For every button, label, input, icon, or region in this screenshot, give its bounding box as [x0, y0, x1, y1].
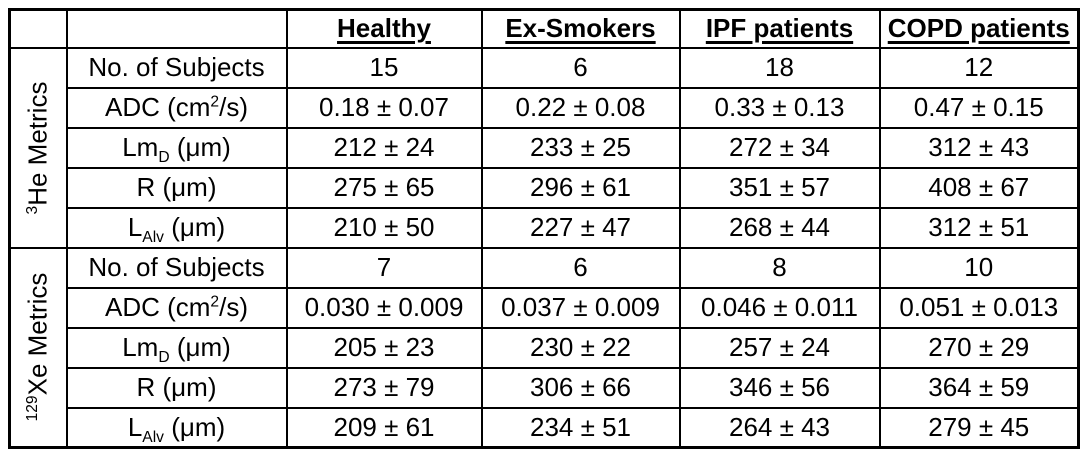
- column-header-ex-smokers: Ex-Smokers: [480, 8, 681, 49]
- value-cell: 210 ± 50: [285, 206, 483, 249]
- table-row: 129Xe Metrics No. of Subjects 7 6 8 10: [8, 246, 1080, 449]
- table-row: LAlv (μm) 210 ± 50 227 ± 47 268 ± 44 312…: [10, 206, 1080, 249]
- value-cell: 227 ± 47: [480, 206, 681, 249]
- value-cell: 0.046 ± 0.011: [678, 286, 881, 329]
- column-header-text: IPF patients: [705, 13, 854, 44]
- value-cell: 279 ± 45: [878, 406, 1080, 449]
- section-label-text: 3He Metrics: [22, 81, 53, 214]
- table-row: R (μm) 275 ± 65 296 ± 61 351 ± 57 408 ± …: [10, 166, 1080, 209]
- value-cell: 306 ± 66: [480, 366, 681, 409]
- column-header-copd-patients: COPD patients: [878, 8, 1080, 49]
- row-label-lalv: LAlv (μm): [65, 406, 288, 449]
- value-cell: 233 ± 25: [480, 126, 681, 169]
- value-cell: 15: [285, 46, 483, 89]
- row-label-subjects: No. of Subjects: [65, 46, 288, 89]
- row-label-r: R (μm): [65, 366, 288, 409]
- value-cell: 272 ± 34: [678, 126, 881, 169]
- column-header-text: Ex-Smokers: [505, 13, 656, 44]
- value-cell: 312 ± 51: [878, 206, 1080, 249]
- value-cell: 205 ± 23: [285, 326, 483, 369]
- value-cell: 0.47 ± 0.15: [878, 86, 1080, 129]
- table-row: ADC (cm2/s) 0.18 ± 0.07 0.22 ± 0.08 0.33…: [10, 86, 1080, 129]
- section-label-he-metrics: 3He Metrics: [8, 46, 68, 249]
- value-cell: 234 ± 51: [480, 406, 681, 449]
- column-header-ipf-patients: IPF patients: [678, 8, 881, 49]
- value-cell: 209 ± 61: [285, 406, 483, 449]
- value-cell: 351 ± 57: [678, 166, 881, 209]
- value-cell: 18: [678, 46, 881, 89]
- value-cell: 296 ± 61: [480, 166, 681, 209]
- value-cell: 273 ± 79: [285, 366, 483, 409]
- table-row: 3He Metrics No. of Subjects 15 6 18 12: [8, 46, 1080, 249]
- row-label-adc: ADC (cm2/s): [65, 286, 288, 329]
- header-row: Healthy Ex-Smokers IPF patients COPD pat…: [8, 8, 1080, 49]
- column-header-text: Healthy: [337, 13, 431, 44]
- value-cell: 0.33 ± 0.13: [678, 86, 881, 129]
- value-cell: 8: [678, 246, 881, 289]
- row-label-lmd: LmD (μm): [65, 326, 288, 369]
- value-cell: 0.030 ± 0.009: [285, 286, 483, 329]
- value-cell: 0.22 ± 0.08: [480, 86, 681, 129]
- value-cell: 268 ± 44: [678, 206, 881, 249]
- value-cell: 364 ± 59: [878, 366, 1080, 409]
- section-label-text: 129Xe Metrics: [22, 272, 53, 422]
- row-label-r: R (μm): [65, 166, 288, 209]
- table-row: R (μm) 273 ± 79 306 ± 66 346 ± 56 364 ± …: [10, 366, 1080, 409]
- value-cell: 230 ± 22: [480, 326, 681, 369]
- corner-cell-section: [8, 8, 68, 49]
- value-cell: 275 ± 65: [285, 166, 483, 209]
- table-row: LAlv (μm) 209 ± 61 234 ± 51 264 ± 43 279…: [10, 406, 1080, 449]
- value-cell: 270 ± 29: [878, 326, 1080, 369]
- column-header-healthy: Healthy: [285, 8, 483, 49]
- value-cell: 12: [878, 46, 1080, 89]
- row-label-adc: ADC (cm2/s): [65, 86, 288, 129]
- corner-cell-label: [65, 8, 288, 49]
- value-cell: 212 ± 24: [285, 126, 483, 169]
- value-cell: 10: [878, 246, 1080, 289]
- row-label-subjects: No. of Subjects: [65, 246, 288, 289]
- table-row: LmD (μm) 205 ± 23 230 ± 22 257 ± 24 270 …: [10, 326, 1080, 369]
- section-label-xe-metrics: 129Xe Metrics: [8, 246, 68, 449]
- column-header-text: COPD patients: [887, 13, 1070, 44]
- value-cell: 264 ± 43: [678, 406, 881, 449]
- value-cell: 6: [480, 246, 681, 289]
- value-cell: 6: [480, 46, 681, 89]
- table-row: LmD (μm) 212 ± 24 233 ± 25 272 ± 34 312 …: [10, 126, 1080, 169]
- metrics-table: Healthy Ex-Smokers IPF patients COPD pat…: [8, 8, 1080, 449]
- row-label-lalv: LAlv (μm): [65, 206, 288, 249]
- table-row: ADC (cm2/s) 0.030 ± 0.009 0.037 ± 0.009 …: [10, 286, 1080, 329]
- value-cell: 7: [285, 246, 483, 289]
- value-cell: 0.037 ± 0.009: [480, 286, 681, 329]
- value-cell: 312 ± 43: [878, 126, 1080, 169]
- value-cell: 0.18 ± 0.07: [285, 86, 483, 129]
- value-cell: 346 ± 56: [678, 366, 881, 409]
- value-cell: 408 ± 67: [878, 166, 1080, 209]
- row-label-lmd: LmD (μm): [65, 126, 288, 169]
- value-cell: 0.051 ± 0.013: [878, 286, 1080, 329]
- value-cell: 257 ± 24: [678, 326, 881, 369]
